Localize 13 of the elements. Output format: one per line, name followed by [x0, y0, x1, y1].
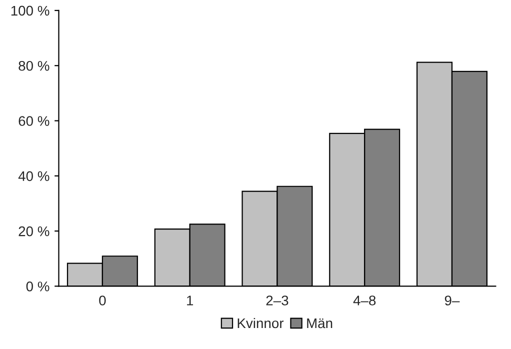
legend-label: Kvinnor: [238, 318, 284, 328]
y-tick-label: 60 %: [18, 116, 50, 126]
y-tick-label: 100 %: [11, 6, 50, 16]
y-tick-label: 20 %: [18, 226, 50, 236]
legend-label: Män: [307, 318, 332, 328]
y-tick-label: 0 %: [26, 282, 50, 292]
x-tick-label: 1: [187, 296, 194, 306]
x-tick-label: 2–3: [266, 296, 288, 306]
x-tick-label: 0: [99, 296, 106, 306]
x-tick-label: 4–8: [353, 296, 376, 306]
y-tick-label: 80 %: [18, 60, 50, 71]
x-tick-label: 9–: [444, 296, 460, 306]
y-tick-label: 40 %: [18, 171, 50, 182]
